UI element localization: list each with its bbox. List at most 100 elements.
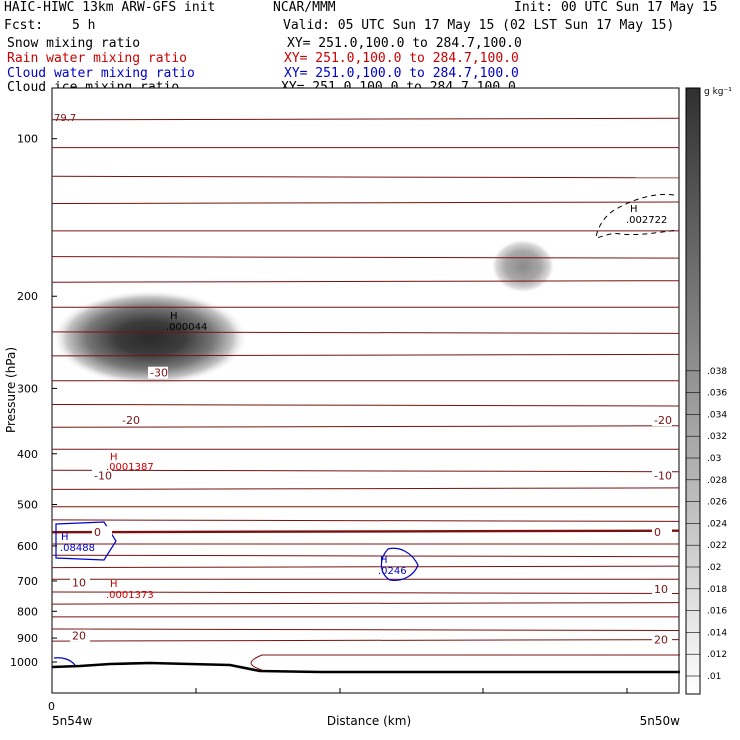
y-tick-label: 200 bbox=[17, 290, 38, 303]
colorbar-tick-label: .036 bbox=[707, 389, 727, 399]
y-tick-label: 800 bbox=[17, 605, 38, 618]
rain-max-marker-1: H bbox=[110, 452, 118, 463]
isotherm-lines bbox=[51, 117, 680, 642]
forecast-label: Fcst: bbox=[4, 18, 44, 33]
temperature-label: -10 bbox=[654, 469, 672, 482]
isotherm-line bbox=[51, 404, 680, 407]
cloud-water-contour-3 bbox=[53, 657, 76, 666]
cloud-ice-contour bbox=[595, 193, 679, 239]
y-tick-label: 900 bbox=[17, 632, 38, 645]
field-xy-rain: XY= 251.0,100.0 to 284.7,100.0 bbox=[284, 51, 519, 66]
temperature-label: 10 bbox=[72, 577, 86, 590]
temperature-label: 20 bbox=[654, 633, 668, 646]
snow-max-marker: H bbox=[170, 311, 178, 322]
colorbar-tick-label: .022 bbox=[707, 541, 727, 551]
x-origin-label: 0 bbox=[48, 700, 55, 713]
cloud-water-max-marker-2: H bbox=[380, 555, 388, 566]
y-tick-label: 300 bbox=[17, 382, 38, 395]
temperature-label-bg bbox=[70, 576, 90, 589]
isotherm-line bbox=[51, 331, 680, 334]
maxima-markers: H .000044 H .002722 H .0001387 H .000137… bbox=[60, 204, 667, 601]
cloud-ice-shading bbox=[491, 239, 555, 293]
temperature-label-bg bbox=[92, 526, 112, 539]
isotherm-line bbox=[51, 353, 680, 357]
cloud-water-max-marker-1: H bbox=[61, 532, 69, 543]
temperature-label: 20 bbox=[72, 630, 86, 643]
plot-frame bbox=[51, 87, 680, 694]
colorbar-tick-label: .034 bbox=[707, 410, 727, 420]
temperature-label-bg bbox=[120, 414, 140, 427]
ice-max-marker: H bbox=[630, 204, 638, 215]
rain-max-value-1: .0001387 bbox=[106, 462, 154, 473]
isotherm-line bbox=[51, 602, 680, 605]
temperature-label-bg bbox=[148, 366, 168, 379]
isotherm-line bbox=[51, 519, 680, 522]
init-time: Init: 00 UTC Sun 17 May 15 bbox=[514, 0, 718, 15]
temperature-label-bg bbox=[652, 633, 672, 646]
temperature-labels: -30 -20 -10 0 10 20 -20 -10 0 10 20 bbox=[70, 366, 672, 646]
y-tick-label: 100 bbox=[17, 133, 38, 146]
x-axis: 0 5n54w Distance (km) 5n50w bbox=[48, 688, 680, 728]
isotherm-line bbox=[51, 591, 680, 594]
temperature-label-bg bbox=[652, 582, 672, 595]
isotherm-line bbox=[51, 469, 680, 473]
y-tick-label: 500 bbox=[17, 498, 38, 511]
colorbar-tick-label: .01 bbox=[707, 672, 721, 682]
snow-shading bbox=[52, 290, 248, 386]
y-tick-label: 600 bbox=[17, 540, 38, 553]
temperature-label: 10 bbox=[654, 583, 668, 596]
ice-max-value: .002722 bbox=[626, 215, 667, 226]
isotherm-line bbox=[51, 639, 680, 642]
colorbar-tick-label: .014 bbox=[707, 628, 727, 638]
colorbar-tick-label: .02 bbox=[707, 563, 721, 573]
top-value-label: 79.7 bbox=[54, 113, 76, 124]
x-right-label: 5n50w bbox=[640, 714, 681, 728]
isotherm-line bbox=[51, 175, 680, 179]
field-name-rain: Rain water mixing ratio bbox=[7, 51, 188, 66]
isotherm-line bbox=[51, 425, 680, 428]
y-tick-label: 400 bbox=[17, 448, 38, 461]
temperature-label-bg bbox=[652, 526, 672, 539]
temperature-label-bg bbox=[652, 414, 672, 427]
rain-max-value-2: .0001373 bbox=[106, 590, 154, 601]
y-tick-label: 700 bbox=[17, 575, 38, 588]
colorbar-tick-label: .038 bbox=[707, 367, 727, 377]
colorbar-tick-label: .012 bbox=[707, 650, 727, 660]
temperature-label-bg bbox=[92, 469, 112, 482]
snow-max-value: .000044 bbox=[166, 322, 207, 333]
chart-title: HAIC-HIWC 13km ARW-GFS init bbox=[4, 0, 216, 15]
isotherm-line bbox=[51, 628, 680, 631]
cloud-water-contour-1 bbox=[55, 521, 117, 561]
temperature-label: -30 bbox=[150, 367, 168, 380]
colorbar: g kg⁻¹ .01 .012 .014 .016 .018 .02 .022 .024 .02… bbox=[685, 87, 732, 695]
x-axis-label: Distance (km) bbox=[327, 714, 411, 728]
temperature-label: 0 bbox=[654, 526, 661, 539]
valid-time: Valid: 05 UTC Sun 17 May 15 (02 LST Sun … bbox=[283, 18, 675, 33]
isotherm-line bbox=[51, 201, 680, 204]
cloud-water-max-value-2: .0246 bbox=[378, 566, 407, 577]
temperature-label: -20 bbox=[122, 414, 140, 427]
colorbar-tick-label: .018 bbox=[707, 585, 727, 595]
isotherm-line bbox=[51, 565, 680, 569]
field-name-snow: Snow mixing ratio bbox=[7, 36, 141, 51]
x-left-label: 5n54w bbox=[52, 714, 93, 728]
temperature-label-bg bbox=[652, 469, 672, 482]
y-axis: 100 200 300 400 500 600 700 800 900 1000 bbox=[10, 133, 57, 669]
isotherm-line bbox=[51, 117, 680, 121]
isotherm-line bbox=[51, 487, 680, 490]
terrain-line bbox=[51, 661, 680, 674]
cloud-water-max-value-1: .08488 bbox=[60, 543, 95, 554]
y-tick-label: 1000 bbox=[10, 656, 38, 669]
colorbar-tick-label: .03 bbox=[707, 454, 721, 464]
temperature-label: -20 bbox=[654, 414, 672, 427]
temperature-label: -10 bbox=[94, 469, 112, 482]
isotherm-line bbox=[51, 554, 680, 558]
forecast-value: 5 h bbox=[72, 18, 96, 33]
colorbar-tick-label: .026 bbox=[707, 498, 727, 508]
temperature-label-bg bbox=[70, 629, 90, 642]
colorbar-ramp bbox=[685, 87, 701, 695]
colorbar-tick-label: .016 bbox=[707, 607, 727, 617]
isotherm-line bbox=[51, 280, 680, 283]
rain-max-marker-2: H bbox=[110, 579, 118, 590]
